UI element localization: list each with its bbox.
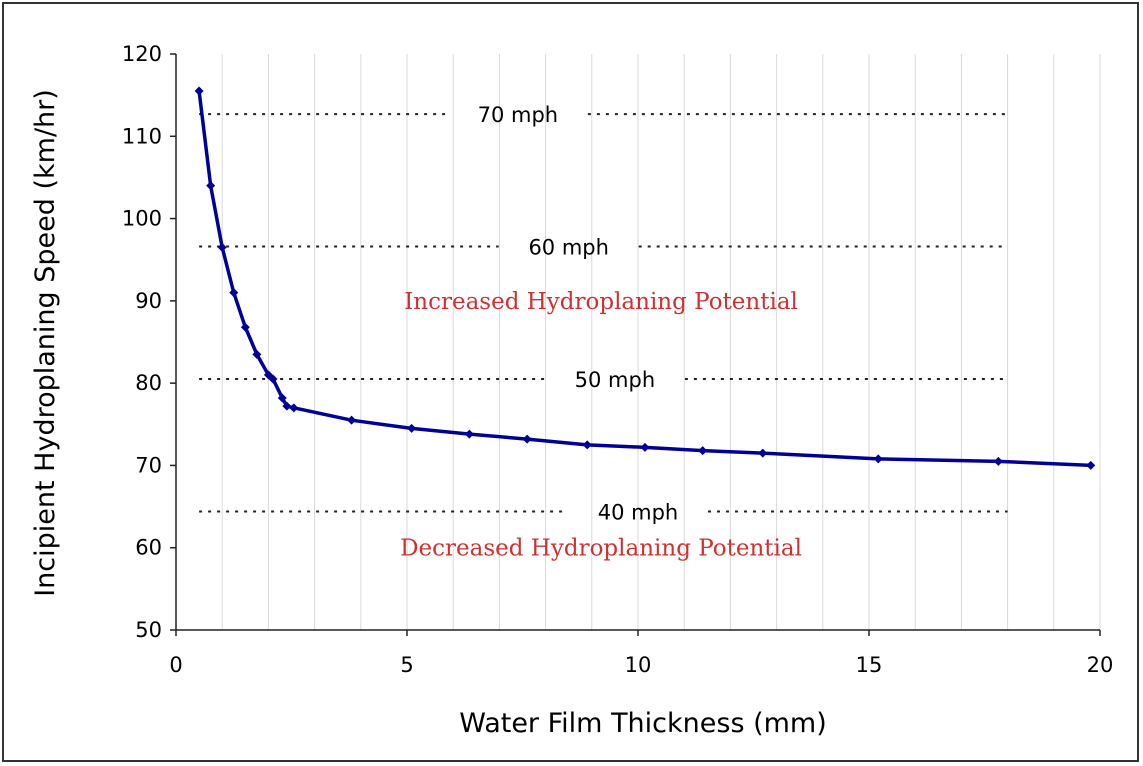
y-tick-label: 60 <box>135 536 162 560</box>
data-point <box>758 448 768 458</box>
data-point <box>1086 460 1096 470</box>
y-tick-label: 90 <box>135 289 162 313</box>
y-tick-label: 110 <box>122 124 162 148</box>
y-tick-label: 70 <box>135 453 162 477</box>
data-point <box>268 374 278 384</box>
x-tick-label: 20 <box>1087 653 1114 677</box>
data-point <box>522 434 532 444</box>
data-point <box>282 401 292 411</box>
series-line <box>197 90 1091 468</box>
series-layer <box>194 86 1096 470</box>
data-point <box>217 242 227 252</box>
x-tick-label: 5 <box>400 653 413 677</box>
data-point <box>407 423 417 433</box>
annotation-decreased: Decreased Hydroplaning Potential <box>400 536 802 562</box>
y-tick-label: 80 <box>135 371 162 395</box>
annotation-increased: Increased Hydroplaning Potential <box>404 289 798 315</box>
reference-line-label: 50 mph <box>575 368 656 392</box>
axis-layer <box>170 53 1101 636</box>
y-tick-label: 50 <box>135 618 162 642</box>
data-point <box>640 442 650 452</box>
y-axis-title: Incipient Hydroplaning Speed (km/hr) <box>30 89 61 597</box>
data-point <box>347 415 357 425</box>
data-point <box>206 181 216 191</box>
y-tick-label: 100 <box>122 207 162 231</box>
data-point <box>698 446 708 456</box>
data-point <box>252 349 262 359</box>
data-point <box>194 86 204 96</box>
x-tick-label: 0 <box>169 653 182 677</box>
reference-line-label: 60 mph <box>528 236 609 260</box>
data-point <box>993 456 1003 466</box>
reference-line-label: 70 mph <box>478 103 559 127</box>
data-point <box>464 429 474 439</box>
reference-lines-layer: 70 mph 60 mph 50 mph 40 mph <box>199 103 1008 525</box>
data-point <box>873 454 883 464</box>
x-axis-title: Water Film Thickness (mm) <box>459 708 827 739</box>
data-point <box>289 403 299 413</box>
tick-labels-layer: 50 60 70 80 90 100 110 120 0 5 10 15 20 <box>122 42 1113 677</box>
data-point <box>277 393 287 403</box>
data-point <box>229 288 239 298</box>
x-tick-label: 10 <box>625 653 652 677</box>
data-point <box>240 322 250 332</box>
reference-line-label: 40 mph <box>598 501 679 525</box>
y-tick-label: 120 <box>122 42 162 66</box>
x-tick-label: 15 <box>856 653 883 677</box>
grid-layer <box>221 54 1101 630</box>
data-point <box>582 440 592 450</box>
